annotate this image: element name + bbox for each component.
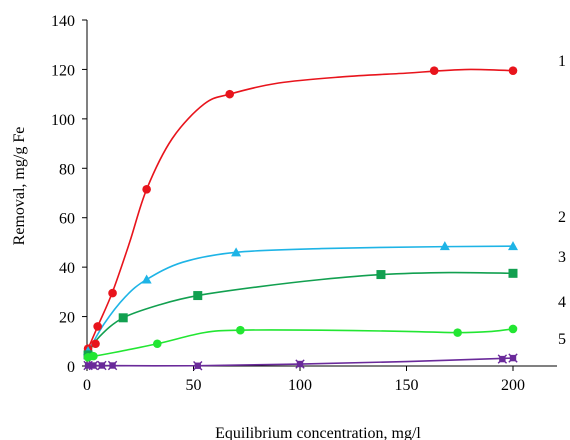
y-axis-label: Removal, mg/g Fe (11, 127, 28, 246)
series-5-point (508, 353, 518, 363)
x-tick-label: 200 (501, 377, 525, 394)
series-1-point (108, 288, 117, 298)
series-1-point (142, 184, 151, 194)
y-tick-label: 80 (59, 161, 75, 178)
series-1-point (429, 66, 439, 75)
series-5-point (295, 359, 305, 369)
series-4-line (86, 328, 514, 359)
x-axis-label: Equilibrium concentration, mg/l (215, 425, 421, 440)
y-tick-label: 40 (59, 260, 75, 277)
series-3-line (86, 271, 514, 356)
series-5-point (88, 360, 99, 371)
x-tick-label: 0 (83, 377, 91, 394)
series-2-point (439, 241, 450, 251)
series-4-point (236, 325, 245, 335)
axes: 0 20 40 60 80 100 120 140 0 50 100 150 200 (51, 13, 557, 394)
x-tick-label: 50 (186, 377, 202, 394)
series-2-point (508, 241, 518, 251)
series-2-label: 2 (558, 209, 566, 226)
series-3-label: 3 (558, 249, 566, 266)
y-tick-label: 120 (51, 62, 75, 79)
series-1-point (508, 66, 518, 75)
y-tick-label: 140 (51, 13, 75, 30)
series-3-point (508, 268, 518, 278)
x-tick-label: 150 (395, 377, 419, 394)
series-5-label: 5 (558, 331, 566, 348)
series-1-point (225, 89, 235, 99)
series-5-point (193, 361, 203, 371)
series-4-point (508, 324, 518, 334)
series-labels: 1 2 3 4 5 (558, 53, 566, 348)
series-5-point (97, 360, 107, 371)
series-5-point (107, 360, 118, 371)
series-3-point (193, 291, 203, 301)
series-3-point (376, 270, 386, 280)
y-tick-label: 0 (67, 359, 75, 376)
series-4-point (89, 351, 98, 361)
series-1-point (91, 339, 100, 349)
y-tick-label: 100 (51, 112, 75, 129)
series-4-point (152, 339, 162, 349)
x-tick-label: 100 (288, 377, 312, 394)
series-markers (83, 66, 518, 371)
series-5-point (497, 354, 508, 364)
series-curves (86, 68, 514, 367)
series-1-line (86, 68, 514, 352)
series-2-line (86, 245, 514, 355)
series-1-label: 1 (558, 53, 566, 70)
series-1-point (93, 322, 102, 331)
y-tick-label: 20 (59, 310, 75, 327)
series-2-point (141, 274, 152, 284)
series-3-point (118, 313, 128, 323)
series-4-point (453, 328, 462, 337)
series-4-label: 4 (558, 294, 566, 311)
y-tick-label: 60 (59, 211, 75, 228)
series-2-point (231, 247, 242, 257)
